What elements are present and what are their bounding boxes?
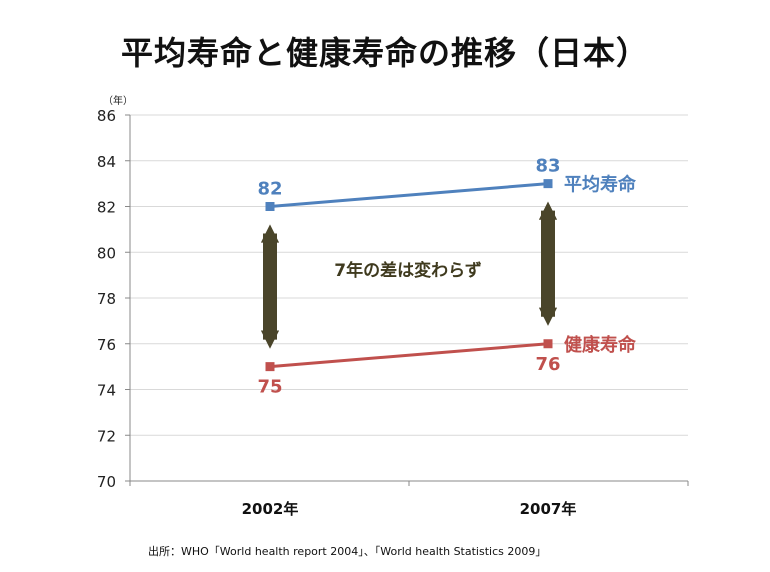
series-line-healthy: [269, 342, 549, 369]
data-label: 75: [257, 377, 282, 398]
x-category-label: 2002年: [242, 500, 299, 518]
source-note: 出所：WHO「World health report 2004」、「World …: [148, 545, 547, 558]
series-line-average: [269, 182, 549, 208]
annotation-text: 7年の差は変わらず: [334, 260, 482, 281]
data-label: 76: [535, 354, 560, 375]
data-label: 83: [535, 156, 560, 177]
y-tick-label: 74: [97, 382, 116, 400]
data-label: 82: [257, 179, 282, 200]
y-tick-label: 82: [97, 199, 116, 217]
data-point: [265, 362, 275, 372]
data-point: [543, 339, 553, 349]
y-tick-label: 70: [97, 473, 116, 491]
x-category-label: 2007年: [520, 500, 577, 518]
y-tick-label: 86: [97, 107, 116, 125]
y-tick-label: 72: [97, 427, 116, 445]
chart-title: 平均寿命と健康寿命の推移（日本）: [120, 34, 649, 72]
y-tick-label: 78: [97, 290, 116, 308]
y-tick-label: 80: [97, 244, 116, 262]
y-axis-unit: （年）: [103, 94, 133, 107]
y-tick-label: 84: [97, 153, 116, 171]
y-tick-label: 76: [97, 336, 116, 354]
data-point: [265, 202, 275, 211]
series-name-label: 平均寿命: [564, 174, 637, 196]
data-point: [543, 179, 553, 189]
series-name-label: 健康寿命: [564, 334, 637, 356]
